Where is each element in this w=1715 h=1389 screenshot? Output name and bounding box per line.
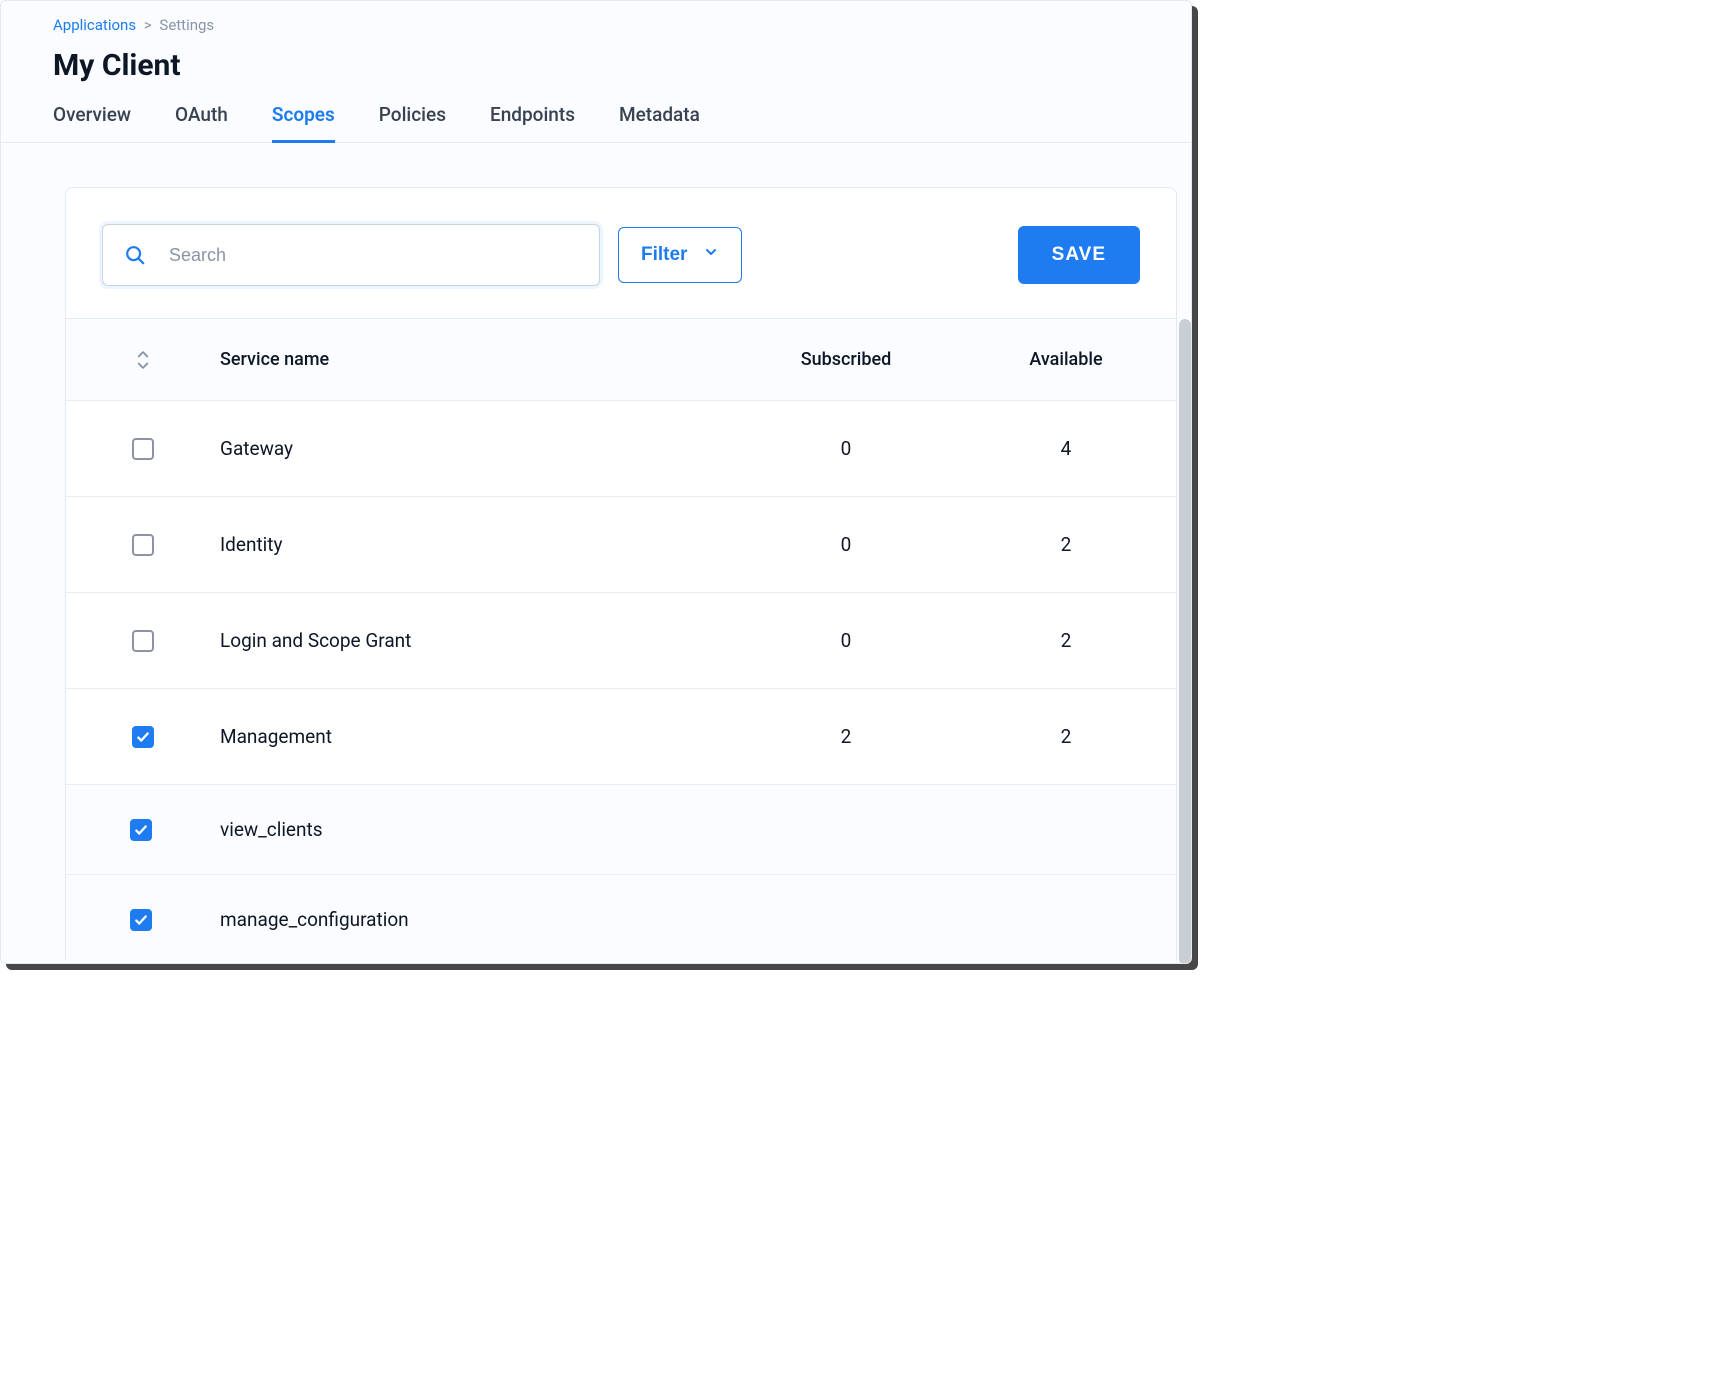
service-name: Login and Scope Grant	[220, 629, 736, 652]
breadcrumb-applications[interactable]: Applications	[53, 16, 136, 34]
vertical-scrollbar[interactable]	[1178, 319, 1192, 964]
scopes-table: Service name Subscribed Available Gatewa…	[66, 319, 1176, 964]
column-header-subscribed: Subscribed	[736, 349, 956, 370]
subscribed-count: 2	[736, 725, 956, 748]
table-row[interactable]: Login and Scope Grant02	[66, 593, 1176, 689]
scope-checkbox[interactable]	[130, 819, 152, 841]
scope-row[interactable]: manage_configuration	[66, 875, 1176, 964]
toolbar: Filter SAVE	[66, 188, 1176, 319]
row-checkbox[interactable]	[132, 438, 154, 460]
service-name: Identity	[220, 533, 736, 556]
tab-scopes[interactable]: Scopes	[272, 103, 335, 143]
scope-name: view_clients	[220, 818, 1176, 841]
service-name: Management	[220, 725, 736, 748]
scrollbar-thumb[interactable]	[1179, 319, 1191, 964]
breadcrumb-current: Settings	[159, 16, 214, 34]
scopes-card: Filter SAVE	[65, 187, 1177, 964]
table-row[interactable]: Gateway04	[66, 401, 1176, 497]
tab-endpoints[interactable]: Endpoints	[490, 103, 575, 142]
filter-button[interactable]: Filter	[618, 227, 742, 283]
available-count: 2	[956, 725, 1176, 748]
save-button[interactable]: SAVE	[1018, 226, 1140, 284]
row-checkbox[interactable]	[132, 534, 154, 556]
column-header-available: Available	[956, 349, 1176, 370]
table-row[interactable]: Management22	[66, 689, 1176, 785]
scope-row[interactable]: view_clients	[66, 785, 1176, 875]
tab-metadata[interactable]: Metadata	[619, 103, 700, 142]
tab-oauth[interactable]: OAuth	[175, 103, 228, 142]
scope-checkbox[interactable]	[130, 909, 152, 931]
table-header: Service name Subscribed Available	[66, 319, 1176, 401]
breadcrumb: Applications > Settings	[53, 15, 1139, 36]
row-checkbox[interactable]	[132, 630, 154, 652]
subscribed-count: 0	[736, 437, 956, 460]
tabs: Overview OAuth Scopes Policies Endpoints Meta…	[53, 103, 1139, 142]
search-input[interactable]	[102, 224, 600, 286]
table-row[interactable]: Identity02	[66, 497, 1176, 593]
column-header-service-name: Service name	[220, 349, 736, 370]
scope-name: manage_configuration	[220, 908, 1176, 931]
service-name: Gateway	[220, 437, 736, 460]
row-checkbox[interactable]	[132, 726, 154, 748]
filter-button-label: Filter	[641, 244, 687, 266]
available-count: 2	[956, 533, 1176, 556]
chevron-down-icon	[703, 244, 719, 266]
subscribed-count: 0	[736, 629, 956, 652]
tab-policies[interactable]: Policies	[379, 103, 446, 142]
breadcrumb-separator: >	[144, 16, 152, 34]
tab-overview[interactable]: Overview	[53, 103, 131, 142]
page-title: My Client	[53, 48, 1139, 83]
subscribed-count: 0	[736, 533, 956, 556]
expand-collapse-all-icon[interactable]	[134, 350, 152, 370]
available-count: 4	[956, 437, 1176, 460]
available-count: 2	[956, 629, 1176, 652]
